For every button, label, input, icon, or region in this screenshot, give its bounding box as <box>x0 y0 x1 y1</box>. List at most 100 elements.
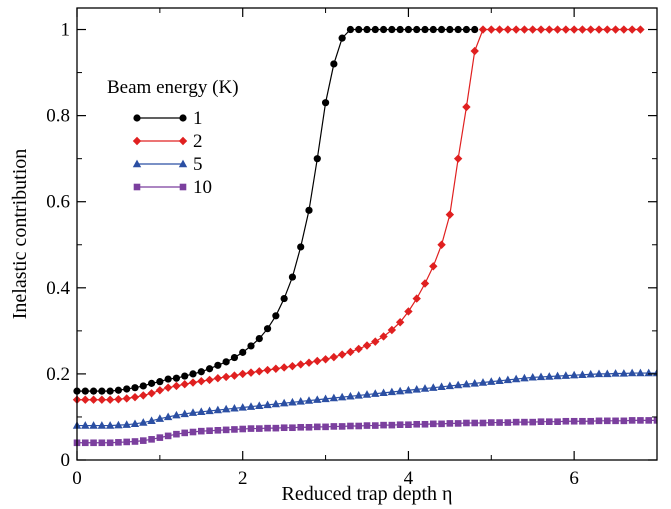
data-point <box>453 154 463 163</box>
data-point <box>264 424 271 432</box>
data-point <box>172 381 181 391</box>
legend-marker <box>179 114 187 122</box>
data-point <box>197 368 205 376</box>
data-point <box>313 395 322 403</box>
data-point <box>528 372 537 381</box>
data-point <box>611 369 620 377</box>
data-point <box>156 434 164 441</box>
data-point <box>271 399 281 408</box>
data-point <box>487 25 496 34</box>
data-point <box>454 25 462 34</box>
data-point <box>404 25 413 34</box>
data-point <box>330 60 338 68</box>
data-point <box>511 374 521 383</box>
data-point <box>405 421 412 429</box>
data-point <box>496 419 503 426</box>
data-point <box>89 421 98 429</box>
data-point <box>379 25 388 34</box>
data-point <box>123 438 131 446</box>
data-point <box>337 392 347 401</box>
data-point <box>239 348 247 356</box>
data-point <box>164 432 172 440</box>
data-point <box>81 421 90 429</box>
data-point <box>627 25 637 34</box>
data-point <box>536 372 546 381</box>
legend-item-1: 1 <box>133 108 203 129</box>
data-point <box>395 386 405 395</box>
data-point <box>81 387 89 395</box>
data-point <box>81 439 89 447</box>
x-axis-label: Reduced trap depth η <box>282 483 453 505</box>
data-point <box>437 25 446 34</box>
data-point <box>188 408 198 416</box>
data-point <box>637 417 644 424</box>
data-point <box>479 419 487 427</box>
legend-label: 10 <box>193 177 212 198</box>
series-1 <box>73 25 479 395</box>
data-point <box>429 420 437 428</box>
data-point <box>221 404 231 413</box>
plot-area <box>72 25 657 447</box>
data-point <box>155 414 165 422</box>
data-point <box>172 410 181 419</box>
data-point <box>362 341 372 350</box>
data-point <box>471 25 479 34</box>
data-point <box>553 25 562 34</box>
data-point <box>346 347 355 357</box>
data-point <box>304 358 314 367</box>
data-point <box>97 421 107 429</box>
data-point <box>421 25 429 34</box>
data-point <box>529 418 537 426</box>
plot-frame <box>76 7 658 461</box>
data-point <box>337 350 347 359</box>
legend-marker <box>178 159 188 168</box>
data-point <box>98 387 106 395</box>
data-point <box>255 401 264 409</box>
data-point <box>421 420 429 428</box>
y-tick-label: 0.8 <box>46 106 70 127</box>
data-point <box>487 377 496 385</box>
data-point <box>230 353 239 362</box>
data-point <box>569 370 579 379</box>
data-point <box>105 395 115 404</box>
data-point <box>255 367 264 376</box>
data-point <box>379 332 388 341</box>
data-point <box>363 25 371 34</box>
data-point <box>437 382 446 391</box>
data-point <box>97 395 107 404</box>
data-point <box>429 262 438 271</box>
data-point <box>438 420 445 428</box>
data-point <box>329 393 339 402</box>
data-point <box>478 378 488 386</box>
data-point <box>462 102 471 112</box>
data-point <box>147 379 156 387</box>
data-point <box>313 423 321 431</box>
data-point <box>561 371 571 379</box>
data-point <box>387 325 397 335</box>
data-point <box>321 99 330 107</box>
axis-ticks: 0 2 4 6 0 0.2 0.4 0.6 0.8 1 <box>46 8 658 489</box>
data-point <box>214 361 222 369</box>
data-point <box>346 391 355 400</box>
data-point <box>395 318 405 327</box>
data-point <box>197 377 206 386</box>
data-point <box>280 424 288 432</box>
data-point <box>586 25 595 34</box>
data-point <box>412 294 421 303</box>
data-point <box>115 439 122 446</box>
data-point <box>371 337 380 346</box>
data-point <box>619 25 629 34</box>
data-point <box>528 25 537 34</box>
data-point <box>304 396 314 404</box>
data-point <box>123 385 131 393</box>
data-point <box>221 372 231 382</box>
y-tick-label: 0.6 <box>46 192 70 213</box>
data-point <box>413 25 421 34</box>
data-point <box>346 25 355 34</box>
data-point <box>222 358 230 366</box>
data-point <box>653 417 657 424</box>
data-point <box>445 210 455 219</box>
data-point <box>230 371 239 380</box>
data-point <box>313 155 321 163</box>
